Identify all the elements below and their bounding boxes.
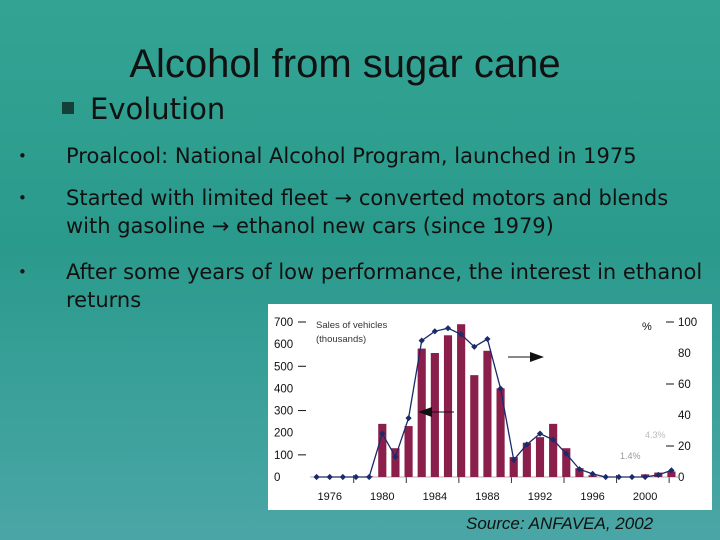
sales-bar xyxy=(667,471,676,477)
source-note: Source: ANFAVEA, 2002 xyxy=(466,514,654,533)
sales-bar xyxy=(378,423,387,477)
sales-bar xyxy=(443,335,453,477)
y-left-tick-label: 100 xyxy=(274,450,293,462)
y-left-tick-label: 600 xyxy=(274,339,293,351)
bullet-dot: • xyxy=(18,189,27,207)
y-right-tick-label: 0 xyxy=(678,472,684,484)
bullet-text: After some years of low performance, the… xyxy=(66,260,703,312)
x-tick-label: 2000 xyxy=(633,491,657,503)
share-point xyxy=(366,473,373,481)
sales-bar xyxy=(483,350,492,477)
sales-bar xyxy=(470,375,479,477)
y-left-tick-label: 300 xyxy=(274,406,293,418)
sales-chart: 0 100 200 300 400 500 600 700 0 20 40 60 80 100 1976 19… xyxy=(268,304,712,510)
legend-line-label: % xyxy=(642,321,652,333)
sales-bar xyxy=(391,448,400,477)
y-right-tick-label: 20 xyxy=(678,441,691,453)
x-tick-label: 1980 xyxy=(370,491,394,503)
bullet-item: • Started with limited fleet → converted… xyxy=(18,184,708,240)
legend-bars-label: Sales of vehicles xyxy=(316,320,388,331)
y-left-tick-label: 500 xyxy=(274,361,293,373)
arrow-left-icon xyxy=(418,407,432,417)
annotation-label: 4.3% xyxy=(645,430,666,440)
x-tick-label: 1996 xyxy=(580,491,604,503)
x-tick-label: 1992 xyxy=(528,491,552,503)
square-bullet-icon xyxy=(62,102,74,114)
annotation-label: 1.4% xyxy=(620,451,641,461)
bullet-dot: • xyxy=(18,147,27,165)
bullet-text: Proalcool: National Alcohol Program, lau… xyxy=(66,144,637,168)
subhead-text: Evolution xyxy=(90,92,226,126)
y-right-tick-label: 80 xyxy=(678,348,691,360)
bullet-item: • After some years of low performance, t… xyxy=(18,258,708,314)
sales-bar xyxy=(509,457,518,477)
y-right-tick-label: 40 xyxy=(678,410,691,422)
sales-bar xyxy=(535,437,545,477)
bullet-dot: • xyxy=(18,263,27,281)
bullet-item: • Proalcool: National Alcohol Program, l… xyxy=(18,142,708,170)
share-line xyxy=(316,327,672,478)
share-point xyxy=(339,473,346,481)
slide-title: Alcohol from sugar cane xyxy=(129,42,561,86)
x-tick-label: 1976 xyxy=(317,491,341,503)
legend-bars-unit: (thousands) xyxy=(316,334,366,345)
bullet-text: Started with limited fleet → converted m… xyxy=(66,186,669,238)
sales-bar xyxy=(562,448,571,477)
sales-bar xyxy=(575,468,584,477)
sales-bar xyxy=(496,388,505,477)
share-point xyxy=(352,473,360,481)
sales-bar xyxy=(430,353,439,477)
y-right-tick-label: 100 xyxy=(678,317,697,329)
sales-bar xyxy=(549,423,558,477)
sales-bar xyxy=(457,324,466,477)
sales-bar xyxy=(404,426,413,477)
subhead: Evolution xyxy=(62,92,225,126)
y-left-tick-label: 0 xyxy=(274,472,280,484)
y-left-tick-label: 400 xyxy=(274,383,293,395)
y-left-tick-label: 700 xyxy=(274,317,293,329)
y-right-tick-label: 60 xyxy=(678,379,691,391)
y-left-tick-label: 200 xyxy=(274,428,293,440)
x-tick-label: 1988 xyxy=(475,491,499,503)
sales-bar xyxy=(522,442,531,477)
x-tick-label: 1984 xyxy=(423,491,447,503)
share-point xyxy=(471,343,478,350)
arrow-right-icon xyxy=(530,352,544,362)
